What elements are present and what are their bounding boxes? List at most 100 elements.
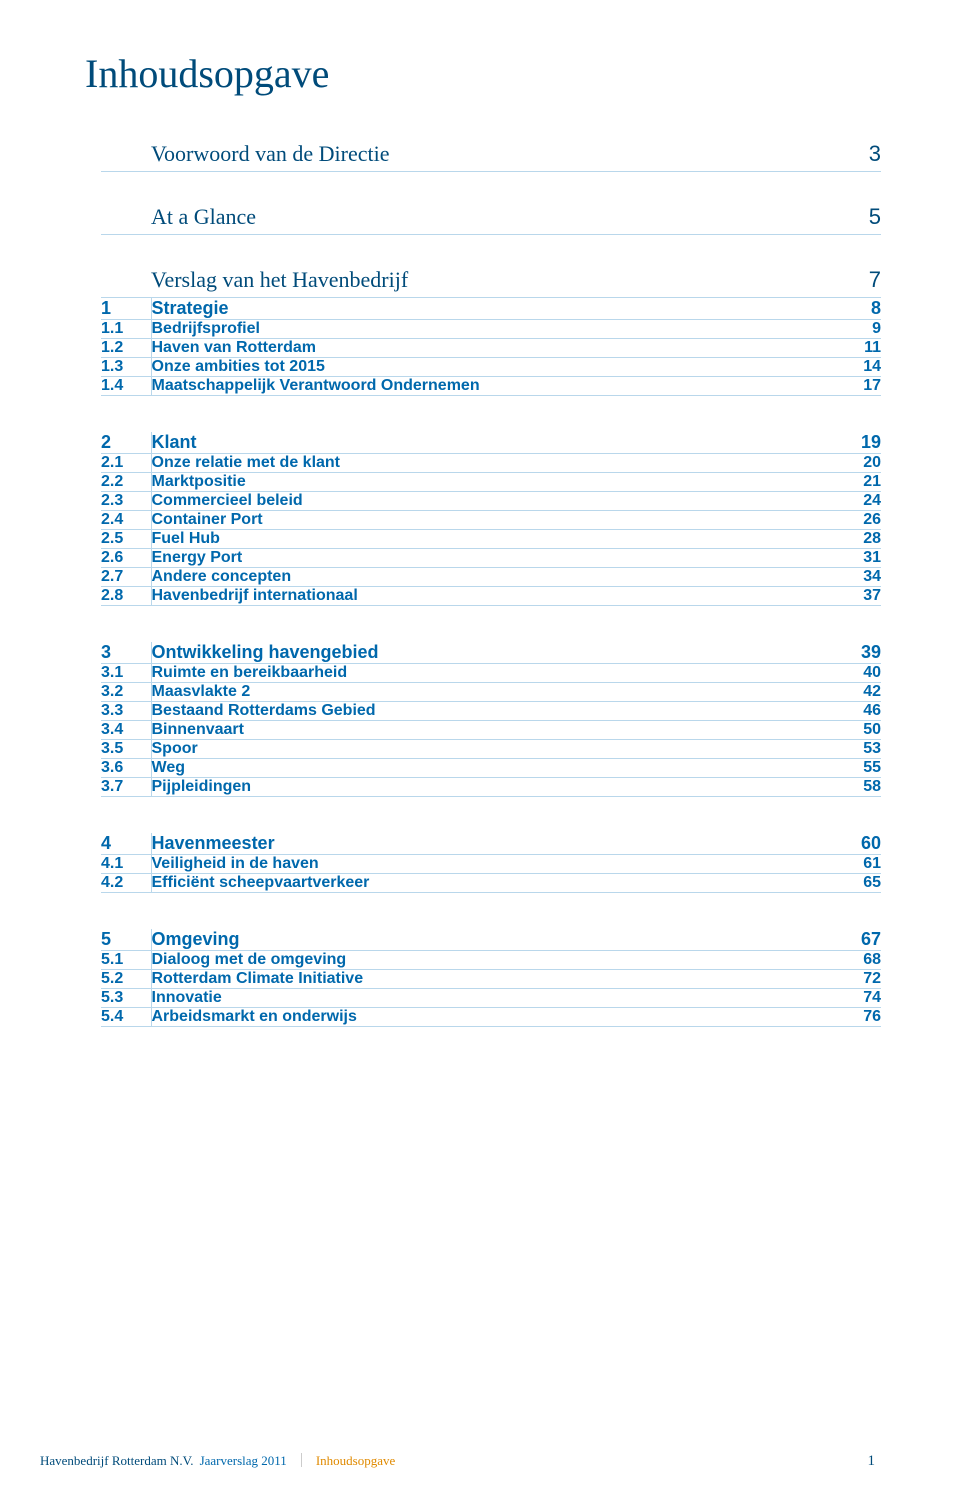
toc-row-number bbox=[101, 200, 151, 235]
toc-row-page: 53 bbox=[831, 740, 881, 759]
toc-row-page: 72 bbox=[831, 970, 881, 989]
toc-row-number: 4 bbox=[101, 833, 151, 855]
toc-section: At a Glance5 bbox=[101, 200, 875, 235]
toc-row-title[interactable]: Marktpositie bbox=[151, 473, 831, 492]
toc-row: 5.4Arbeidsmarkt en onderwijs76 bbox=[101, 1008, 881, 1027]
toc-table: 3Ontwikkeling havengebied393.1Ruimte en … bbox=[101, 642, 881, 797]
toc-row-title[interactable]: Dialoog met de omgeving bbox=[151, 951, 831, 970]
toc-row-title[interactable]: Veiligheid in de haven bbox=[151, 855, 831, 874]
toc-section: 5Omgeving675.1Dialoog met de omgeving685… bbox=[101, 929, 875, 1027]
toc-row-title[interactable]: Omgeving bbox=[151, 929, 831, 951]
toc-row-page: 26 bbox=[831, 511, 881, 530]
toc-row-title[interactable]: Weg bbox=[151, 759, 831, 778]
toc-section: 3Ontwikkeling havengebied393.1Ruimte en … bbox=[101, 642, 875, 797]
toc-row-title[interactable]: At a Glance bbox=[151, 200, 831, 235]
toc-row-number: 3.3 bbox=[101, 702, 151, 721]
page-footer: Havenbedrijf Rotterdam N.V. Jaarverslag … bbox=[40, 1451, 875, 1470]
toc-row-number: 2.6 bbox=[101, 549, 151, 568]
footer-page-number: 1 bbox=[868, 1453, 876, 1470]
toc-row: 2.6Energy Port31 bbox=[101, 549, 881, 568]
toc-row: At a Glance5 bbox=[101, 200, 881, 235]
toc-row-title[interactable]: Maatschappelijk Verantwoord Ondernemen bbox=[151, 377, 831, 396]
toc-section: 4Havenmeester604.1Veiligheid in de haven… bbox=[101, 833, 875, 893]
toc-row-page: 17 bbox=[831, 377, 881, 396]
toc-row-title[interactable]: Bedrijfsprofiel bbox=[151, 320, 831, 339]
toc-row-number: 3.1 bbox=[101, 664, 151, 683]
footer-report: Jaarverslag 2011 bbox=[200, 1453, 287, 1469]
toc-row: 5.2Rotterdam Climate Initiative72 bbox=[101, 970, 881, 989]
toc-row-title[interactable]: Havenmeester bbox=[151, 833, 831, 855]
toc-row-title[interactable]: Energy Port bbox=[151, 549, 831, 568]
toc-row-title[interactable]: Ruimte en bereikbaarheid bbox=[151, 664, 831, 683]
toc-row: 4.2Efficiënt scheepvaartverkeer65 bbox=[101, 874, 881, 893]
toc-row-title[interactable]: Haven van Rotterdam bbox=[151, 339, 831, 358]
toc-row-page: 14 bbox=[831, 358, 881, 377]
toc-row-page: 61 bbox=[831, 855, 881, 874]
toc-row-number: 3.2 bbox=[101, 683, 151, 702]
toc-section: Voorwoord van de Directie3 bbox=[101, 137, 875, 172]
toc-row-page: 34 bbox=[831, 568, 881, 587]
toc-row-title[interactable]: Binnenvaart bbox=[151, 721, 831, 740]
toc-row-title[interactable]: Rotterdam Climate Initiative bbox=[151, 970, 831, 989]
toc-row-page: 50 bbox=[831, 721, 881, 740]
toc-row-title[interactable]: Onze relatie met de klant bbox=[151, 454, 831, 473]
toc-row: 2.2Marktpositie21 bbox=[101, 473, 881, 492]
toc-row-title[interactable]: Spoor bbox=[151, 740, 831, 759]
toc-row-page: 60 bbox=[831, 833, 881, 855]
toc-row: 2Klant19 bbox=[101, 432, 881, 454]
toc-table: 2Klant192.1Onze relatie met de klant202.… bbox=[101, 432, 881, 606]
toc-row-title[interactable]: Andere concepten bbox=[151, 568, 831, 587]
toc-row-number bbox=[101, 137, 151, 172]
toc-row-page: 76 bbox=[831, 1008, 881, 1027]
toc-row: 1.2Haven van Rotterdam11 bbox=[101, 339, 881, 358]
toc-row: 2.1Onze relatie met de klant20 bbox=[101, 454, 881, 473]
toc-row-title[interactable]: Onze ambities tot 2015 bbox=[151, 358, 831, 377]
toc-row-title[interactable]: Verslag van het Havenbedrijf bbox=[151, 263, 831, 298]
toc-row-number: 2.2 bbox=[101, 473, 151, 492]
toc-row-number bbox=[101, 263, 151, 298]
toc-row-number: 2.7 bbox=[101, 568, 151, 587]
toc-row-title[interactable]: Efficiënt scheepvaartverkeer bbox=[151, 874, 831, 893]
toc-row: Voorwoord van de Directie3 bbox=[101, 137, 881, 172]
toc-row-page: 46 bbox=[831, 702, 881, 721]
toc-row-page: 74 bbox=[831, 989, 881, 1008]
toc-row-title[interactable]: Havenbedrijf internationaal bbox=[151, 587, 831, 606]
toc-row-page: 19 bbox=[831, 432, 881, 454]
footer-breadcrumb: Inhoudsopgave bbox=[316, 1453, 395, 1469]
toc-row: 1.1Bedrijfsprofiel9 bbox=[101, 320, 881, 339]
toc-row-page: 9 bbox=[831, 320, 881, 339]
toc-row-title[interactable]: Strategie bbox=[151, 298, 831, 320]
toc-row-title[interactable]: Commercieel beleid bbox=[151, 492, 831, 511]
toc-row-page: 37 bbox=[831, 587, 881, 606]
toc-row-number: 4.1 bbox=[101, 855, 151, 874]
toc-row-title[interactable]: Voorwoord van de Directie bbox=[151, 137, 831, 172]
toc-row-title[interactable]: Ontwikkeling havengebied bbox=[151, 642, 831, 664]
toc-row-page: 21 bbox=[831, 473, 881, 492]
toc-row-number: 1.3 bbox=[101, 358, 151, 377]
toc-row-title[interactable]: Bestaand Rotterdams Gebied bbox=[151, 702, 831, 721]
toc-row-title[interactable]: Pijpleidingen bbox=[151, 778, 831, 797]
toc-row-title[interactable]: Klant bbox=[151, 432, 831, 454]
toc-row-number: 2.5 bbox=[101, 530, 151, 549]
toc-row-number: 5.2 bbox=[101, 970, 151, 989]
toc-row: 1.3Onze ambities tot 201514 bbox=[101, 358, 881, 377]
toc-row-page: 5 bbox=[831, 200, 881, 235]
toc-row: 2.7Andere concepten34 bbox=[101, 568, 881, 587]
toc-row: 2.3Commercieel beleid24 bbox=[101, 492, 881, 511]
toc-row-title[interactable]: Maasvlakte 2 bbox=[151, 683, 831, 702]
toc-row-number: 2.8 bbox=[101, 587, 151, 606]
toc-row-number: 1.4 bbox=[101, 377, 151, 396]
toc-row: 3.4Binnenvaart50 bbox=[101, 721, 881, 740]
toc-row-page: 31 bbox=[831, 549, 881, 568]
toc-row-title[interactable]: Arbeidsmarkt en onderwijs bbox=[151, 1008, 831, 1027]
toc-row-title[interactable]: Container Port bbox=[151, 511, 831, 530]
toc-row: 5.3Innovatie74 bbox=[101, 989, 881, 1008]
toc-row-page: 7 bbox=[831, 263, 881, 298]
toc-row-number: 4.2 bbox=[101, 874, 151, 893]
toc-row-title[interactable]: Innovatie bbox=[151, 989, 831, 1008]
toc-section: 2Klant192.1Onze relatie met de klant202.… bbox=[101, 432, 875, 606]
toc-row-page: 65 bbox=[831, 874, 881, 893]
toc-table: At a Glance5 bbox=[101, 200, 881, 235]
toc-row-title[interactable]: Fuel Hub bbox=[151, 530, 831, 549]
toc-row-number: 5.4 bbox=[101, 1008, 151, 1027]
